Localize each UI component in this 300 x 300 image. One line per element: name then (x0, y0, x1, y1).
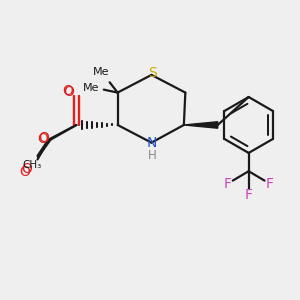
Text: Me: Me (93, 67, 110, 77)
Text: O: O (38, 132, 49, 146)
Text: F: F (266, 177, 274, 190)
Text: H: H (148, 148, 156, 161)
Text: O: O (22, 162, 32, 176)
Text: S: S (148, 66, 156, 80)
Text: F: F (244, 188, 253, 202)
Text: O: O (39, 131, 50, 145)
Text: O: O (20, 165, 30, 179)
Text: O: O (63, 84, 74, 98)
Text: CH₃: CH₃ (22, 160, 42, 170)
Polygon shape (184, 122, 218, 128)
Text: Me: Me (83, 83, 99, 93)
Text: N: N (147, 136, 157, 150)
Text: O: O (64, 85, 74, 99)
Text: F: F (224, 177, 231, 190)
